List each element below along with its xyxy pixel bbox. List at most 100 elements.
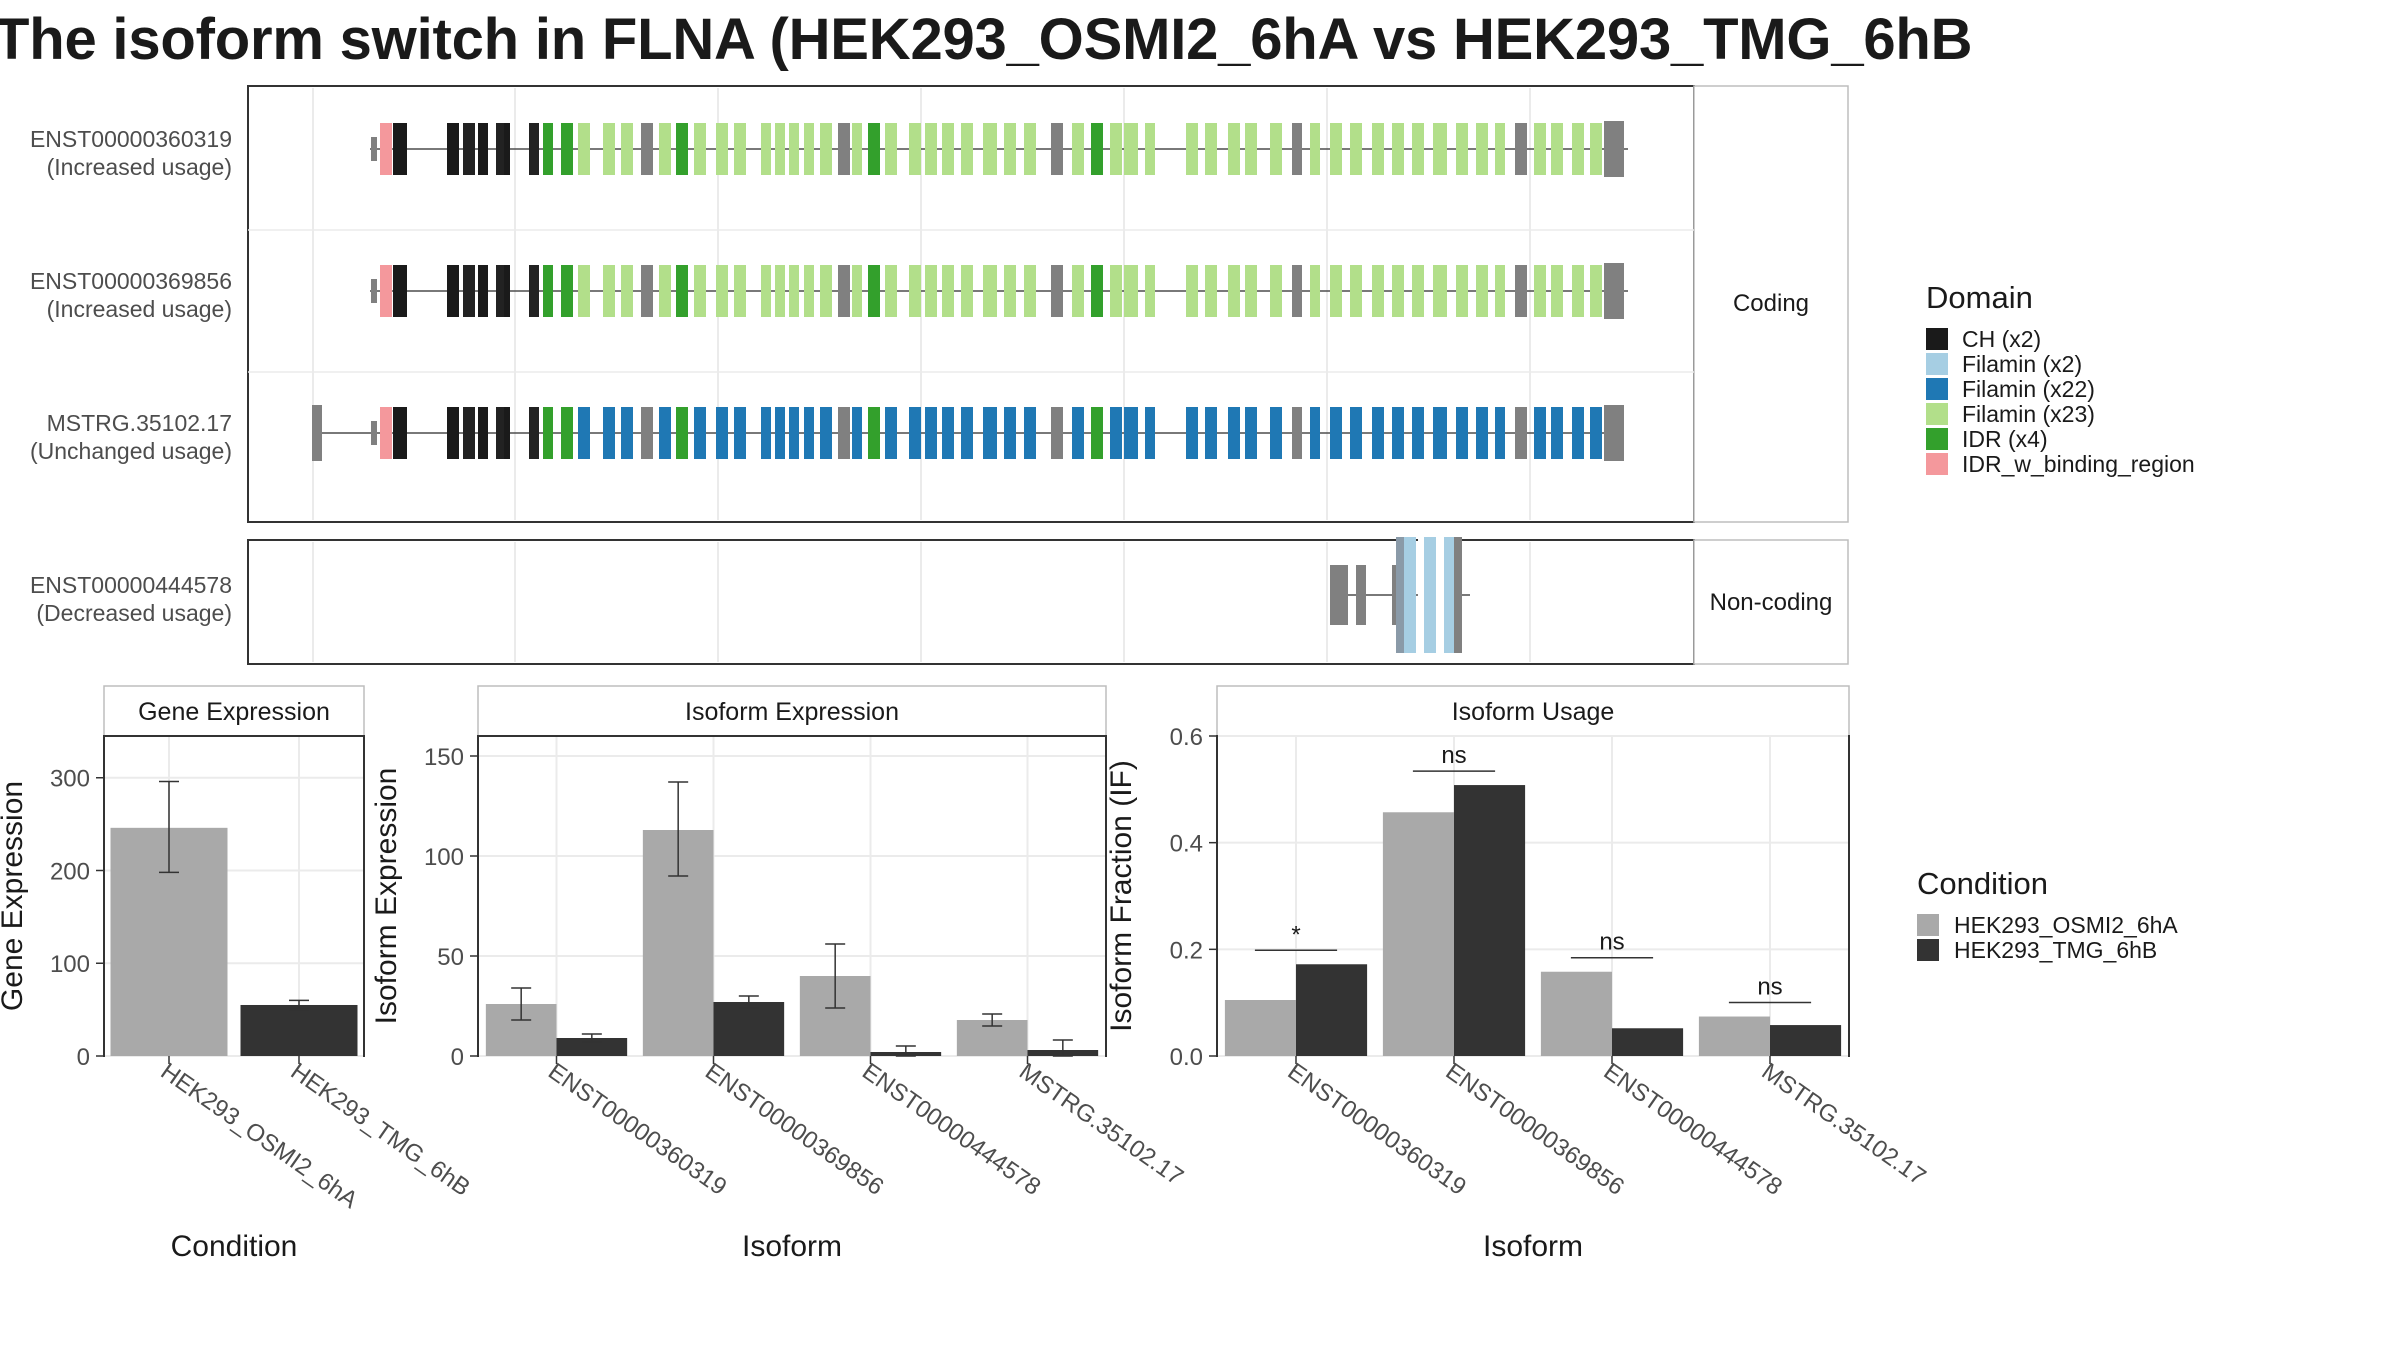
exon-block: [621, 265, 633, 317]
exon-block: [543, 407, 553, 459]
exon-block: [1228, 265, 1240, 317]
exon-block: [761, 265, 771, 317]
exon-block: [1330, 123, 1342, 175]
exon-block: [529, 407, 539, 459]
panel-title: Isoform Usage: [1452, 698, 1615, 726]
transcript-id-label: ENST00000444578: [30, 572, 232, 598]
legend-condition-swatch: [1917, 914, 1939, 936]
exon-block: [1350, 407, 1362, 459]
legend-condition-label: HEK293_OSMI2_6hA: [1954, 912, 2178, 938]
facet-strip-coding: [1693, 85, 1849, 523]
exon-block: [1372, 265, 1384, 317]
exon-block: [676, 407, 688, 459]
exon-block: [1310, 407, 1320, 459]
y-tick-label: 300: [50, 766, 90, 793]
exon-block: [1534, 123, 1546, 175]
exon-block: [496, 123, 506, 175]
exon-block: [1124, 123, 1138, 175]
exon-block: [659, 265, 671, 317]
exon-block: [1004, 265, 1016, 317]
exon-block: [1476, 123, 1488, 175]
exon-block: [961, 407, 973, 459]
exon-block: [1454, 537, 1462, 653]
exon-block: [1205, 265, 1217, 317]
exon-block: [312, 405, 322, 461]
exon-block: [1350, 265, 1362, 317]
exon-block: [659, 407, 671, 459]
exon-block: [734, 265, 746, 317]
y-tick-label: 150: [424, 744, 464, 771]
exon-block: [1604, 263, 1624, 319]
exon-block: [1433, 265, 1447, 317]
exon-block: [1515, 123, 1527, 175]
exon-block: [789, 265, 799, 317]
transcript-usage-label: (Increased usage): [47, 154, 232, 180]
x-axis-title: Isoform: [1483, 1230, 1583, 1263]
facet-label-noncoding: Non-coding: [1710, 589, 1833, 616]
exon-block: [1534, 265, 1546, 317]
y-tick-label: 200: [50, 858, 90, 885]
y-tick-label: 0: [451, 1044, 464, 1071]
exon-block: [1051, 407, 1063, 459]
exon-block: [371, 421, 377, 445]
exon-block: [1292, 407, 1302, 459]
exon-block: [885, 265, 897, 317]
data-bar: [1382, 812, 1454, 1056]
exon-block: [1590, 407, 1602, 459]
transcript-id-label: ENST00000369856: [30, 268, 232, 294]
x-tick-label: MSTRG.35102.17: [1014, 1058, 1188, 1191]
exon-block: [1456, 265, 1468, 317]
facet-strip: [1216, 685, 1850, 737]
exon-block: [478, 123, 488, 175]
exon-block: [694, 265, 706, 317]
x-tick-label: MSTRG.35102.17: [1757, 1058, 1931, 1191]
exon-block: [852, 407, 862, 459]
transcript-usage-label: (Increased usage): [47, 296, 232, 322]
exon-block: [1330, 565, 1348, 625]
exon-block: [1551, 123, 1563, 175]
exon-block: [1392, 265, 1404, 317]
exon-block: [603, 123, 615, 175]
exon-block: [1205, 407, 1217, 459]
exon-block: [529, 265, 539, 317]
legend-domain-swatch: [1926, 378, 1948, 400]
exon-block: [838, 123, 850, 175]
exon-block: [371, 137, 377, 161]
exon-block: [1330, 407, 1342, 459]
exon-block: [1396, 537, 1404, 653]
exon-block: [1572, 265, 1584, 317]
significance-label: ns: [1441, 742, 1466, 769]
exon-block: [1456, 407, 1468, 459]
legend-domain-swatch: [1926, 403, 1948, 425]
exon-block: [1476, 265, 1488, 317]
exon-block: [1436, 537, 1444, 653]
significance-label: ns: [1757, 974, 1782, 1001]
facet-strip: [477, 685, 1107, 737]
exon-block: [393, 265, 407, 317]
exon-block: [447, 265, 459, 317]
exon-block: [716, 265, 728, 317]
exon-block: [804, 123, 814, 175]
exon-block: [909, 265, 921, 317]
exon-block: [676, 123, 688, 175]
legend-domain-label: IDR (x4): [1962, 426, 2048, 452]
exon-block: [820, 123, 832, 175]
significance-label: ns: [1599, 929, 1624, 956]
y-axis-title: Isoform Fraction (IF): [1105, 760, 1138, 1032]
exon-block: [1433, 407, 1447, 459]
data-bar: [1698, 1016, 1770, 1056]
legend-domain-swatch: [1926, 353, 1948, 375]
exon-block: [504, 265, 510, 317]
transcript-id-label: ENST00000360319: [30, 126, 232, 152]
legend-domain-title: Domain: [1926, 280, 2033, 315]
exon-block: [1145, 123, 1155, 175]
exon-block: [804, 265, 814, 317]
exon-block: [621, 123, 633, 175]
data-bar: [1224, 1000, 1296, 1056]
data-bar: [1770, 1025, 1842, 1056]
exon-block: [504, 407, 510, 459]
exon-block: [775, 265, 785, 317]
legend-domain-label: Filamin (x22): [1962, 376, 2095, 402]
chart-title: The isoform switch in FLNA (HEK293_OSMI2…: [0, 7, 1973, 72]
